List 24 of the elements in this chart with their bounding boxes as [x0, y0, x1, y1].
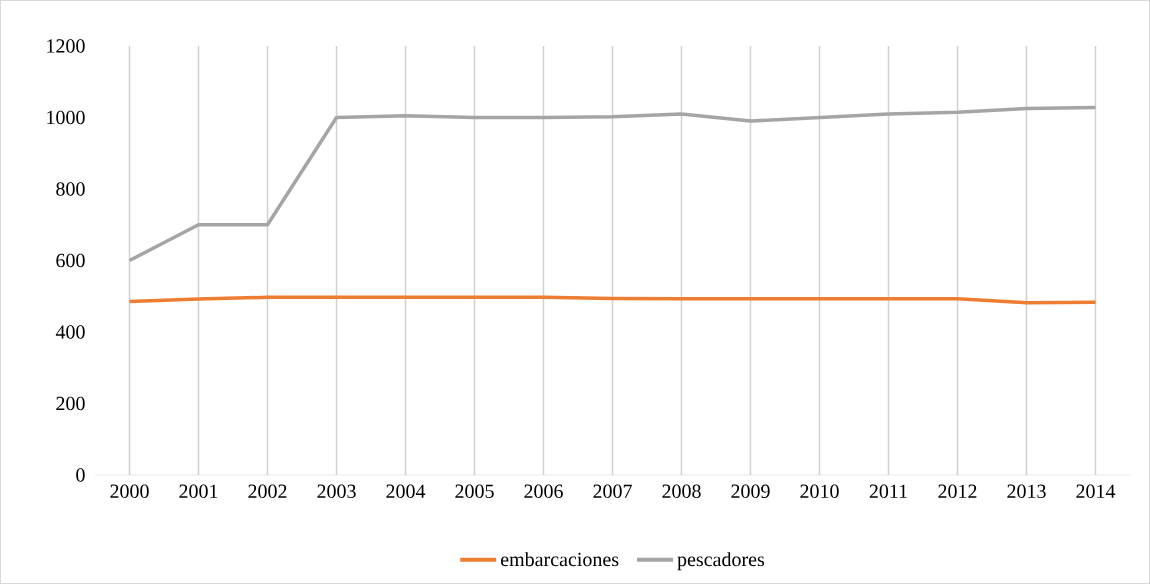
y-tick-label: 800 — [56, 182, 85, 196]
x-tick-label: 2007 — [593, 484, 632, 499]
x-tick-label: 2013 — [1007, 484, 1046, 499]
y-tick-label: 1200 — [47, 39, 85, 53]
x-tick-label: 2003 — [317, 484, 356, 499]
x-tick-label: 2009 — [731, 484, 770, 499]
legend-label: embarcaciones — [501, 552, 619, 567]
x-tick-label: 2000 — [110, 484, 149, 499]
x-tick-label: 2008 — [662, 484, 701, 499]
y-tick-label: 1000 — [47, 110, 85, 125]
x-tick-label: 2006 — [524, 484, 563, 499]
x-tick-label: 2002 — [248, 484, 287, 499]
y-tick-label: 600 — [56, 253, 85, 268]
y-tick-label: 400 — [55, 325, 85, 339]
legend-label: pescadores — [677, 552, 765, 571]
x-tick-label: 2004 — [386, 484, 426, 499]
x-tick-label: 2001 — [179, 484, 218, 499]
x-tick-label: 2012 — [938, 484, 977, 499]
y-tick-label: 200 — [56, 396, 85, 411]
x-tick-label: 2010 — [800, 484, 839, 499]
x-tick-label: 2014 — [1076, 484, 1116, 499]
y-tick-label: 0 — [76, 468, 85, 482]
x-tick-label: 2011 — [869, 484, 907, 499]
x-tick-label: 2005 — [455, 484, 494, 499]
